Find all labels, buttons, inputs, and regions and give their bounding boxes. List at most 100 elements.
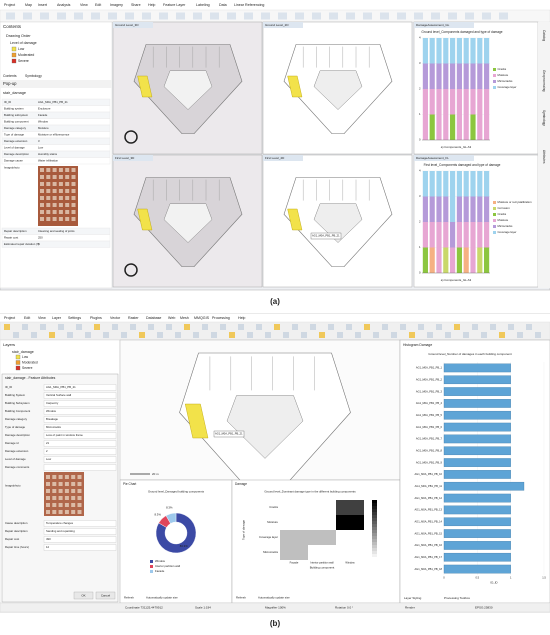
button-label[interactable]: Refresh — [124, 596, 134, 600]
map-tab-label[interactable]: Ground Level_3D — [115, 23, 139, 27]
panel-title[interactable]: Histogram Damage — [403, 343, 432, 347]
photo-tile — [58, 189, 63, 193]
menu-item[interactable]: Labeling — [196, 3, 210, 7]
button-label[interactable]: OK — [81, 593, 85, 597]
chart-tab-label[interactable]: DamageAssessment_GL — [416, 23, 450, 27]
y-tick-label: 0 — [419, 271, 421, 275]
map-tab-label[interactable]: Ground Level_2D — [265, 23, 289, 27]
menu-item[interactable]: Raster — [128, 316, 139, 320]
field-value: Low — [46, 457, 52, 461]
side-tab[interactable]: Geoprocessing — [542, 70, 546, 92]
x-tick-label: Interior partition wall — [310, 561, 334, 565]
side-tab[interactable]: Symbology — [542, 110, 546, 126]
field-input — [43, 384, 117, 391]
pane-title: Layers — [3, 342, 15, 347]
button-label[interactable]: Automatically update size — [146, 596, 178, 600]
toolbar-icon — [211, 332, 217, 338]
ribbon-icon — [40, 12, 49, 20]
menu-item[interactable]: Linear Referencing — [234, 3, 264, 7]
colorbar — [372, 554, 377, 557]
menu-item[interactable]: Mesh — [180, 316, 189, 320]
y-tick-label: Microcracks — [263, 550, 279, 554]
damage-highlight — [137, 208, 153, 231]
menu-item[interactable]: Layer — [52, 316, 62, 320]
menu-item[interactable]: Edit — [95, 3, 101, 7]
button-label[interactable]: Refresh — [236, 596, 246, 600]
map-tab-label[interactable]: First Level_3D — [115, 156, 135, 160]
menu-item[interactable]: Help — [238, 316, 245, 320]
layer-name: stair_damage — [12, 350, 34, 354]
button-label[interactable]: Cancel — [101, 593, 111, 597]
photo-tile — [46, 189, 51, 193]
photo-tile — [71, 496, 76, 500]
field-name: Building system — [4, 107, 24, 111]
menu-item[interactable]: View — [80, 3, 88, 7]
bar-segment — [470, 38, 476, 64]
menu-item[interactable]: Map — [25, 3, 32, 7]
photo-tile — [52, 496, 57, 500]
bar-segment — [436, 222, 442, 273]
field-value: 3 — [38, 139, 40, 143]
toolbar-icon — [319, 332, 325, 338]
menu-item[interactable]: Settings — [68, 316, 81, 320]
pane-tab[interactable]: Symbology — [25, 74, 42, 78]
map-tab-label[interactable]: First Level_2D — [265, 156, 285, 160]
menu-item[interactable]: Help — [148, 3, 155, 7]
ribbon-icon — [312, 12, 321, 20]
menu-item[interactable]: Project — [4, 316, 15, 320]
button-label[interactable]: Automatically update size — [258, 596, 290, 600]
menu-item[interactable]: Edit — [24, 316, 30, 320]
menu-item[interactable]: Share — [131, 3, 141, 7]
field-name: Type of damage — [4, 133, 25, 137]
y-tick-label: Coverage layer — [259, 535, 278, 539]
legend-swatch — [493, 225, 496, 228]
side-tab[interactable]: Attributes — [542, 150, 546, 164]
bar-segment — [484, 171, 490, 197]
ribbon-icon — [244, 12, 253, 20]
menu-item[interactable]: Analysis — [57, 3, 71, 7]
menu-item[interactable]: Plugins — [90, 316, 102, 320]
bar-segment — [456, 63, 462, 89]
bar — [443, 399, 511, 408]
side-tab[interactable]: Catalog — [542, 30, 546, 41]
menu-item[interactable]: Feature Layer — [163, 3, 186, 7]
x-tick-label: Window — [345, 561, 354, 565]
menu-item[interactable]: Project — [4, 3, 15, 7]
photo-tile — [65, 189, 70, 193]
menu-item[interactable]: Web — [168, 316, 175, 320]
y-tick-label: 1 — [419, 245, 421, 249]
bar — [443, 493, 511, 503]
field-value: Window — [38, 120, 49, 124]
pane-tab[interactable]: Layer Styling — [404, 596, 422, 600]
toolbar-icon — [76, 324, 82, 330]
y-tick-label: AG1_M0A_PB1_PB_8 — [416, 448, 443, 452]
photo-tile — [71, 475, 76, 479]
map-tab — [263, 22, 303, 28]
pane-tab[interactable]: Processing Toolbox — [444, 596, 470, 600]
courtyard — [163, 70, 213, 110]
menu-item[interactable]: View — [38, 316, 46, 320]
menu-item[interactable]: Database — [146, 316, 161, 320]
menu-item[interactable]: Insert — [38, 3, 47, 7]
panel-title[interactable]: Pie Chart — [123, 482, 136, 486]
chart-title: Ground level_Number of damages in each b… — [428, 352, 511, 356]
chart-tab-label[interactable]: DamageAssessment_FL — [416, 156, 449, 160]
photo-tile — [52, 189, 57, 193]
pane-tab[interactable]: Contents — [3, 74, 17, 78]
menu-item[interactable]: Vector — [110, 316, 121, 320]
legend-label: Severe — [18, 59, 29, 63]
y-tick-label: AG1_M0A_PB1_PB_7 — [416, 437, 443, 441]
button — [95, 591, 116, 600]
menu-item[interactable]: Imagery — [110, 3, 123, 7]
menu-item[interactable]: Data — [219, 3, 227, 7]
toolbar-icon — [427, 332, 433, 338]
menu-item[interactable]: MMQGIS — [194, 316, 210, 320]
photo-tile — [58, 203, 63, 207]
chart-tab — [414, 155, 474, 161]
photo-tile — [46, 168, 51, 172]
bar-segment — [429, 222, 435, 248]
toolbar-icon — [139, 332, 145, 338]
panel-title[interactable]: Damage — [235, 482, 247, 486]
menu-item[interactable]: Processing — [212, 316, 230, 320]
ribbon-icon — [91, 12, 100, 20]
